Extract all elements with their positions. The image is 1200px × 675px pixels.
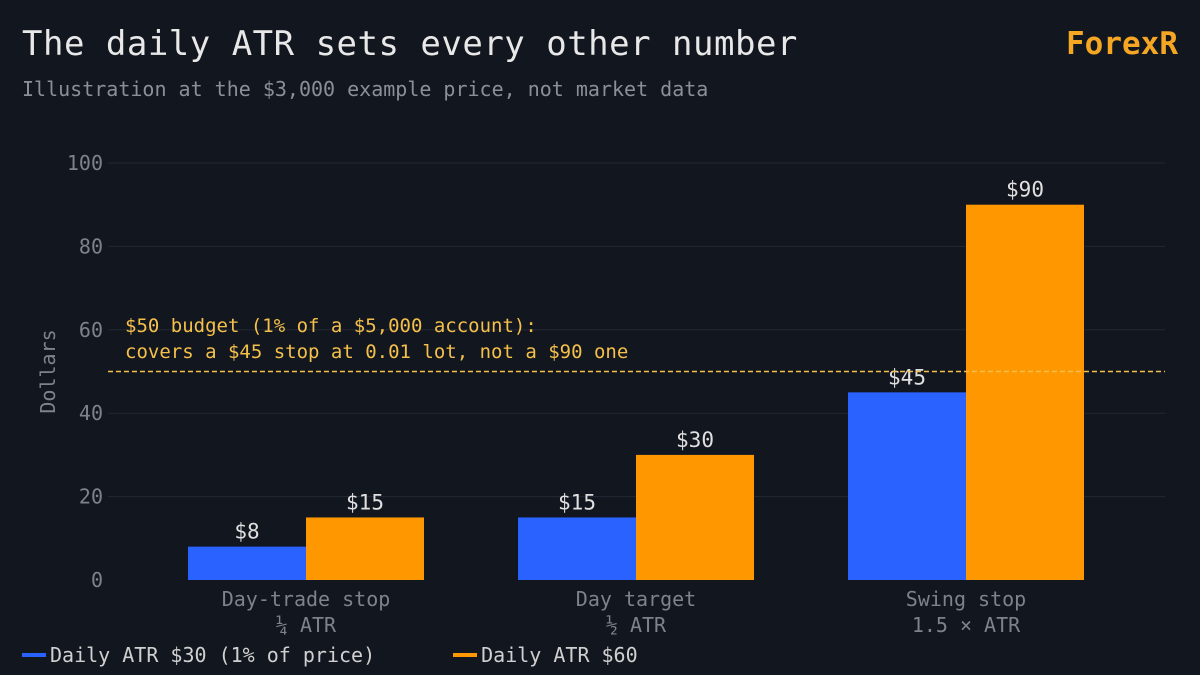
bar: [188, 546, 306, 580]
y-tick-label: 100: [67, 151, 103, 175]
bar-chart: 0 20 40 60 80 100 Dollars $8 $15 Day-trade stop¼ …: [36, 151, 1165, 637]
bar-value-label: $90: [1006, 178, 1044, 202]
brand-logo: ForexR: [1066, 26, 1178, 62]
legend-swatch-orange: [453, 653, 478, 657]
bar-value-label: $15: [346, 490, 384, 514]
legend-item-atr30: Daily ATR $30 (1% of price): [22, 643, 375, 667]
y-tick-label: 80: [79, 234, 103, 258]
y-axis-label: Dollars: [36, 329, 60, 413]
bar-value-label: $30: [676, 428, 714, 452]
bar-value-label: $45: [888, 365, 926, 389]
bar: [966, 204, 1084, 580]
legend-item-atr60: Daily ATR $60: [453, 643, 638, 667]
bar: [848, 392, 966, 580]
y-tick-label: 60: [79, 318, 103, 342]
bar-value-label: $15: [558, 490, 596, 514]
y-tick-label: 20: [79, 485, 103, 509]
x-category-label: Swing stop: [906, 587, 1026, 611]
legend-label-atr30: Daily ATR $30 (1% of price): [50, 643, 376, 667]
bar-value-label: $8: [234, 520, 259, 544]
x-category-label: Day-trade stop: [222, 587, 391, 611]
legend-swatch-blue: [22, 653, 46, 657]
bar: [306, 517, 424, 580]
y-tick-label: 0: [91, 568, 103, 592]
chart-title: The daily ATR sets every other number: [22, 24, 798, 64]
bar: [518, 517, 636, 580]
budget-annotation: covers a $45 stop at 0.01 lot, not a $90…: [125, 341, 628, 363]
legend-label-atr60: Daily ATR $60: [481, 643, 638, 667]
bar: [636, 454, 754, 580]
x-category-sublabel: ½ ATR: [606, 613, 667, 637]
x-category-sublabel: ¼ ATR: [276, 613, 337, 637]
x-category-label: Day target: [576, 587, 696, 611]
x-category-sublabel: 1.5 × ATR: [912, 613, 1021, 637]
legend: Daily ATR $30 (1% of price) Daily ATR $6…: [22, 643, 716, 667]
chart-subtitle: Illustration at the $3,000 example price…: [22, 77, 709, 101]
y-tick-label: 40: [79, 401, 103, 425]
budget-annotation: $50 budget (1% of a $5,000 account):: [125, 315, 537, 337]
